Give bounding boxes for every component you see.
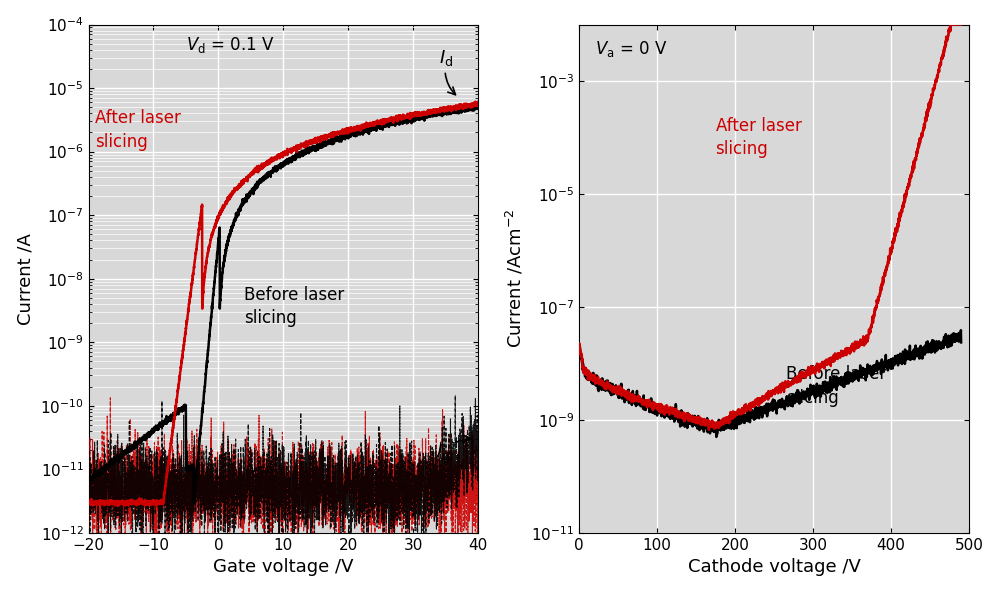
Text: $V_\mathrm{d}$ = 0.1 V: $V_\mathrm{d}$ = 0.1 V xyxy=(186,35,275,55)
Text: After laser
slicing: After laser slicing xyxy=(95,109,181,151)
Y-axis label: Current /Acm$^{-2}$: Current /Acm$^{-2}$ xyxy=(505,209,526,348)
Text: $I_\mathrm{d}$: $I_\mathrm{d}$ xyxy=(439,48,455,95)
Y-axis label: Current /A: Current /A xyxy=(17,233,35,324)
Text: After laser
slicing: After laser slicing xyxy=(716,117,801,158)
X-axis label: Gate voltage /V: Gate voltage /V xyxy=(213,559,354,576)
Text: Before laser
slicing: Before laser slicing xyxy=(786,365,886,407)
Text: $I_\mathrm{g}$: $I_\mathrm{g}$ xyxy=(436,435,470,466)
Text: Before laser
slicing: Before laser slicing xyxy=(244,286,345,327)
Text: $V_\mathrm{a}$ = 0 V: $V_\mathrm{a}$ = 0 V xyxy=(595,39,667,59)
X-axis label: Cathode voltage /V: Cathode voltage /V xyxy=(688,559,860,576)
